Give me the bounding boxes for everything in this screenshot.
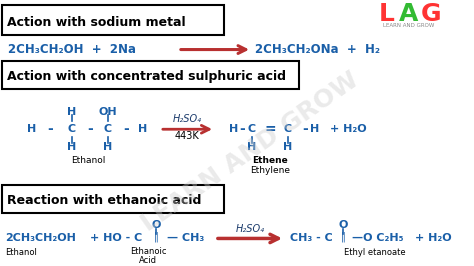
Text: 2CH₃CH₂OH: 2CH₃CH₂OH — [5, 234, 76, 243]
Text: H: H — [138, 124, 147, 134]
Text: G: G — [421, 2, 441, 26]
Text: Reaction with ethanoic acid: Reaction with ethanoic acid — [7, 194, 201, 207]
Text: Ethylene: Ethylene — [250, 166, 290, 175]
Text: H: H — [283, 142, 292, 152]
Text: ‖: ‖ — [340, 231, 346, 242]
Text: ‖: ‖ — [154, 231, 158, 242]
Text: -: - — [87, 122, 93, 136]
Text: — CH₃: — CH₃ — [167, 234, 204, 243]
Text: -: - — [239, 122, 245, 136]
FancyBboxPatch shape — [2, 61, 299, 89]
Text: C: C — [248, 124, 256, 134]
Text: H: H — [67, 107, 77, 117]
Text: + HO - C: + HO - C — [90, 234, 142, 243]
Text: H: H — [229, 124, 238, 134]
Text: H: H — [247, 142, 256, 152]
Text: 443K: 443K — [174, 131, 200, 141]
FancyBboxPatch shape — [2, 185, 224, 213]
Text: Ethyl etanoate: Ethyl etanoate — [344, 248, 406, 257]
Text: H₂SO₄: H₂SO₄ — [236, 224, 264, 234]
Text: C: C — [68, 124, 76, 134]
Text: C: C — [104, 124, 112, 134]
Text: Ethene: Ethene — [252, 156, 288, 165]
Text: A: A — [399, 2, 419, 26]
Text: —O C₂H₅: —O C₂H₅ — [352, 234, 403, 243]
Text: LEARN AND GROW: LEARN AND GROW — [137, 68, 363, 236]
Text: 2CH₃CH₂OH  +  2Na: 2CH₃CH₂OH + 2Na — [8, 43, 136, 56]
Text: -: - — [47, 122, 53, 136]
Text: OH: OH — [99, 107, 117, 117]
Text: H: H — [310, 124, 319, 134]
Text: + H₂O: + H₂O — [415, 234, 452, 243]
Text: -: - — [302, 122, 308, 136]
FancyBboxPatch shape — [2, 5, 224, 35]
Text: =: = — [264, 122, 276, 136]
Text: C: C — [284, 124, 292, 134]
Text: CH₃ - C: CH₃ - C — [290, 234, 333, 243]
Text: -: - — [123, 122, 129, 136]
Text: Ethanoic: Ethanoic — [130, 247, 166, 256]
Text: H: H — [27, 124, 36, 134]
Text: LEARN AND GROW: LEARN AND GROW — [383, 23, 435, 28]
Text: H: H — [103, 142, 113, 152]
Text: H₂SO₄: H₂SO₄ — [173, 114, 201, 124]
Text: L: L — [379, 2, 395, 26]
Text: Ethanol: Ethanol — [5, 248, 37, 257]
Text: Action with concentrated sulphuric acid: Action with concentrated sulphuric acid — [7, 70, 286, 83]
Text: O: O — [151, 220, 161, 230]
Text: + H₂O: + H₂O — [330, 124, 366, 134]
Text: O: O — [338, 220, 348, 230]
Text: Ethanol: Ethanol — [71, 156, 105, 165]
Text: Action with sodium metal: Action with sodium metal — [7, 15, 186, 28]
Text: Acid: Acid — [139, 256, 157, 265]
Text: 2CH₃CH₂ONa  +  H₂: 2CH₃CH₂ONa + H₂ — [255, 43, 380, 56]
Text: H: H — [67, 142, 77, 152]
